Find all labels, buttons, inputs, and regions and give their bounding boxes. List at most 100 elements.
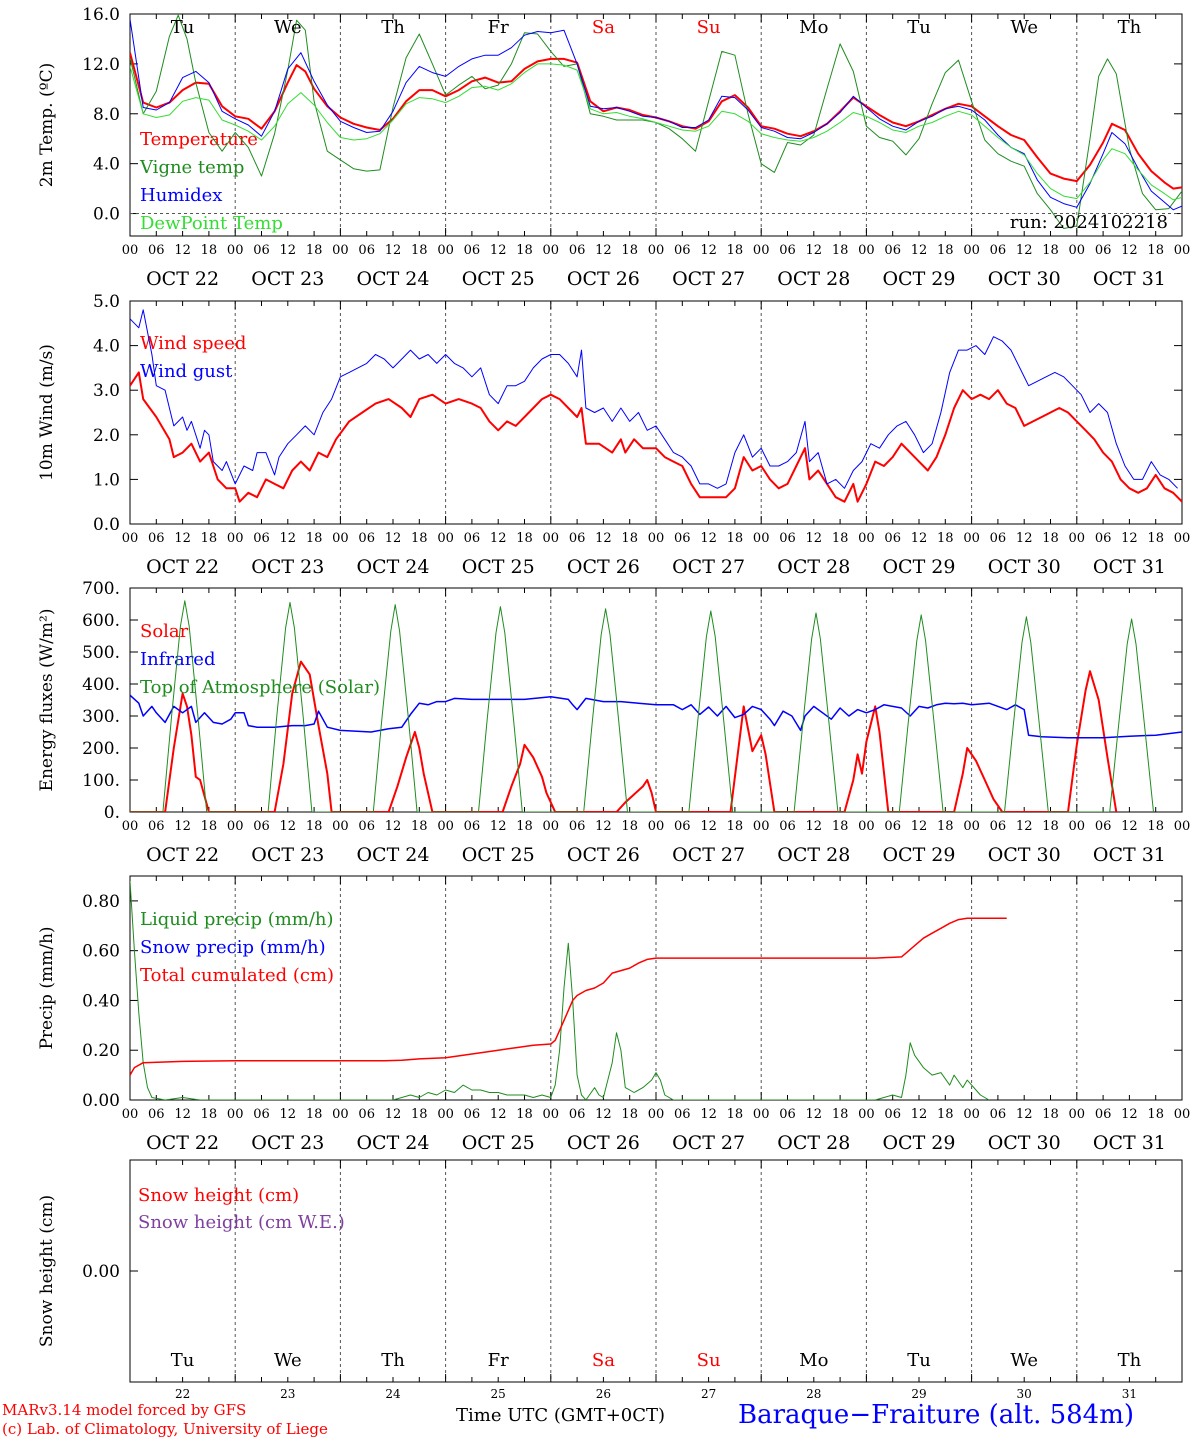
x-hour-label: 06 <box>884 243 901 258</box>
x-date-label: OCT 31 <box>1093 844 1166 866</box>
x-date-label: OCT 26 <box>567 844 640 866</box>
x-hour-label: 00 <box>1069 531 1086 546</box>
x-hour-label: 06 <box>253 531 270 546</box>
series-line-wind-speed <box>130 371 1182 503</box>
x-hour-label: 12 <box>490 819 507 834</box>
x-hour-label: 06 <box>674 819 691 834</box>
x-hour-label: 00 <box>1174 243 1191 258</box>
legend-entry: Temperature <box>140 129 258 150</box>
x-hour-label: 06 <box>779 243 796 258</box>
station-title: Baraque−Fraiture (alt. 584m) <box>738 1400 1135 1430</box>
x-hour-label: 00 <box>437 1107 454 1122</box>
run-annotation: run: 2024102218 <box>1010 212 1168 233</box>
x-hour-label: 12 <box>490 531 507 546</box>
x-hour-label: 12 <box>1121 1107 1138 1122</box>
y-tick-label: 0.60 <box>82 942 120 962</box>
x-hour-label: 18 <box>516 1107 533 1122</box>
x-hour-label: 12 <box>1016 243 1033 258</box>
x-hour-label: 00 <box>858 531 875 546</box>
x-hour-label: 18 <box>621 819 638 834</box>
y-tick-label: 0.20 <box>82 1041 120 1061</box>
day-number: 24 <box>385 1387 401 1401</box>
x-date-label: OCT 22 <box>146 844 219 866</box>
x-hour-label: 12 <box>385 1107 402 1122</box>
x-hour-label: 18 <box>1042 819 1059 834</box>
x-date-label: OCT 25 <box>462 556 535 578</box>
x-hour-label: 12 <box>700 531 717 546</box>
x-date-label: OCT 24 <box>356 1132 429 1154</box>
y-tick-label: 2.0 <box>93 426 120 446</box>
legend-entry: Top of Atmosphere (Solar) <box>140 677 380 698</box>
day-name-top: Th <box>1118 17 1142 38</box>
x-hour-label: 06 <box>779 819 796 834</box>
legend-entry: Liquid precip (mm/h) <box>140 909 334 930</box>
x-hour-label: 12 <box>700 1107 717 1122</box>
x-date-label: OCT 28 <box>777 556 850 578</box>
x-hour-label: 18 <box>727 819 744 834</box>
x-hour-label: 06 <box>148 531 165 546</box>
series-line-liquid-precip-mm-h- <box>130 880 990 1100</box>
x-hour-label: 12 <box>174 531 191 546</box>
x-hour-label: 00 <box>648 1107 665 1122</box>
x-hour-label: 06 <box>148 819 165 834</box>
x-hour-label: 12 <box>595 531 612 546</box>
x-hour-label: 00 <box>858 243 875 258</box>
day-number: 25 <box>491 1387 506 1401</box>
x-hour-label: 00 <box>858 819 875 834</box>
x-hour-label: 18 <box>411 531 428 546</box>
legend-entry: Wind gust <box>140 361 233 382</box>
x-hour-label: 12 <box>385 531 402 546</box>
x-hour-label: 06 <box>569 1107 586 1122</box>
x-hour-label: 00 <box>963 819 980 834</box>
x-hour-label: 06 <box>990 531 1007 546</box>
footer-lab-credit: (c) Lab. of Climatology, University of L… <box>2 1420 328 1438</box>
x-hour-label: 18 <box>832 243 849 258</box>
y-tick-label: 300. <box>82 707 120 727</box>
x-date-label: OCT 26 <box>567 556 640 578</box>
x-hour-label: 18 <box>1147 531 1164 546</box>
x-hour-label: 12 <box>911 819 928 834</box>
x-hour-label: 12 <box>595 243 612 258</box>
day-number: 30 <box>1017 1387 1032 1401</box>
x-hour-label: 18 <box>727 1107 744 1122</box>
day-name-top: Mo <box>799 17 828 38</box>
x-hour-label: 00 <box>227 531 244 546</box>
series-line-infrared <box>130 694 1182 739</box>
x-hour-label: 18 <box>1042 531 1059 546</box>
x-hour-label: 06 <box>148 1107 165 1122</box>
x-hour-label: 00 <box>543 243 560 258</box>
day-name-top: Tu <box>907 17 931 38</box>
x-date-label: OCT 24 <box>356 556 429 578</box>
x-hour-label: 06 <box>253 1107 270 1122</box>
x-date-label: OCT 27 <box>672 1132 745 1154</box>
x-hour-label: 12 <box>1121 819 1138 834</box>
series-line-vigne-temp <box>130 14 1182 229</box>
x-axis-label: Time UTC (GMT+0CT) <box>456 1405 666 1426</box>
y-tick-label: 0.00 <box>82 1091 120 1111</box>
day-number: 31 <box>1122 1387 1137 1401</box>
x-date-label: OCT 29 <box>882 1132 955 1154</box>
x-hour-label: 06 <box>148 243 165 258</box>
x-hour-label: 12 <box>385 243 402 258</box>
x-hour-label: 18 <box>306 819 323 834</box>
day-name-top: Fr <box>488 17 509 38</box>
x-hour-label: 18 <box>201 819 218 834</box>
x-hour-label: 00 <box>753 819 770 834</box>
y-tick-label: 8.0 <box>93 105 120 125</box>
x-hour-label: 12 <box>280 819 297 834</box>
x-hour-label: 18 <box>1147 1107 1164 1122</box>
x-hour-label: 00 <box>648 531 665 546</box>
x-date-label: OCT 29 <box>882 268 955 290</box>
x-date-label: OCT 25 <box>462 844 535 866</box>
x-hour-label: 06 <box>779 531 796 546</box>
series-line-dewpoint-temp <box>130 63 1182 201</box>
x-date-label: OCT 23 <box>251 268 324 290</box>
y-tick-label: 0.40 <box>82 991 120 1011</box>
x-hour-label: 06 <box>884 819 901 834</box>
x-hour-label: 06 <box>253 819 270 834</box>
x-hour-label: 00 <box>227 819 244 834</box>
y-tick-label: 5.0 <box>93 292 120 312</box>
x-hour-label: 00 <box>648 819 665 834</box>
legend-entry: Vigne temp <box>139 157 244 178</box>
